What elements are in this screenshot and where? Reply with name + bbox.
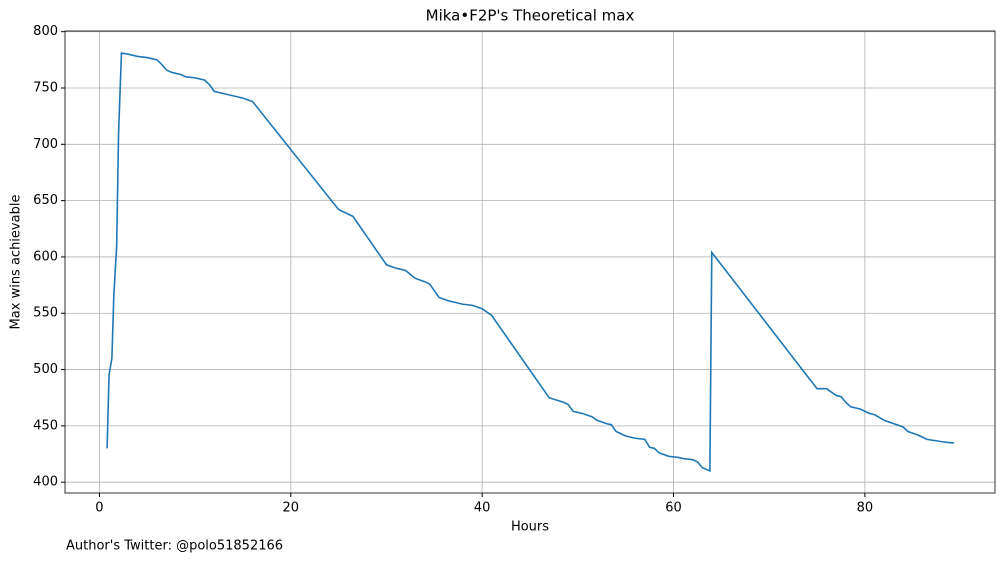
y-tick-label: 400 bbox=[33, 475, 58, 490]
plot-frame bbox=[64, 30, 996, 494]
y-tick-label: 650 bbox=[33, 193, 58, 208]
y-tick-label: 550 bbox=[33, 306, 58, 321]
x-tick-label: 80 bbox=[857, 501, 874, 516]
y-tick-label: 750 bbox=[33, 80, 58, 95]
y-tick-label: 500 bbox=[33, 362, 58, 377]
y-tick-label: 450 bbox=[33, 418, 58, 433]
y-tick-label: 800 bbox=[33, 24, 58, 39]
chart-title: Mika•F2P's Theoretical max bbox=[426, 7, 635, 25]
y-tick-label: 700 bbox=[33, 137, 58, 152]
x-axis-label: Hours bbox=[511, 520, 549, 535]
line-series bbox=[106, 52, 954, 473]
x-tick-label: 60 bbox=[665, 501, 682, 516]
y-tick-label: 600 bbox=[33, 249, 58, 264]
x-tick-label: 20 bbox=[283, 501, 300, 516]
x-tick-label: 40 bbox=[474, 501, 491, 516]
x-tick-label: 0 bbox=[95, 501, 103, 516]
y-axis-label: Max wins achievable bbox=[9, 195, 24, 330]
footnote: Author's Twitter: @polo51852166 bbox=[66, 539, 283, 554]
